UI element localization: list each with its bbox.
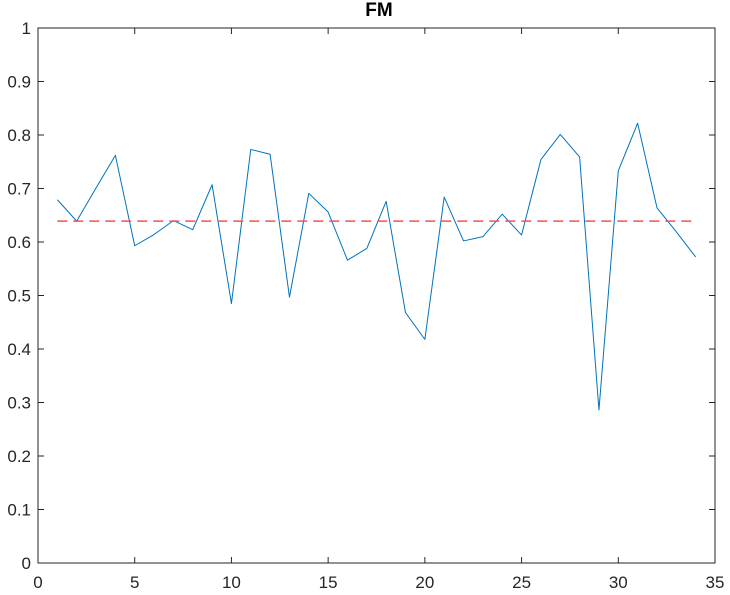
y-tick-label: 0.9 xyxy=(7,73,31,92)
chart-title: FM xyxy=(365,0,392,21)
y-tick-label: 0.8 xyxy=(7,126,31,145)
y-tick-label: 0.7 xyxy=(7,180,31,199)
y-tick-label: 0.2 xyxy=(7,447,31,466)
y-tick-label: 0 xyxy=(22,554,31,573)
y-tick-label: 0.4 xyxy=(7,340,31,359)
x-tick-label: 0 xyxy=(33,573,42,592)
y-tick-label: 0.1 xyxy=(7,501,31,520)
fm-series-line xyxy=(56,122,697,411)
x-tick-label: 25 xyxy=(512,573,531,592)
axes-box xyxy=(37,27,716,564)
x-tick-label: 15 xyxy=(319,573,338,592)
x-tick-label: 5 xyxy=(130,573,139,592)
y-tick-label: 0.5 xyxy=(7,287,31,306)
y-tick-label: 0.3 xyxy=(7,394,31,413)
y-tick-label: 1 xyxy=(22,19,31,38)
x-tick-label: 20 xyxy=(415,573,434,592)
x-tick-label: 30 xyxy=(609,573,628,592)
x-tick-label: 35 xyxy=(706,573,725,592)
x-tick-label: 10 xyxy=(222,573,241,592)
plot-area: 00.10.20.30.40.50.60.70.80.910 5 10 15 20 25 3… xyxy=(7,19,724,592)
y-tick-label: 0.6 xyxy=(7,233,31,252)
